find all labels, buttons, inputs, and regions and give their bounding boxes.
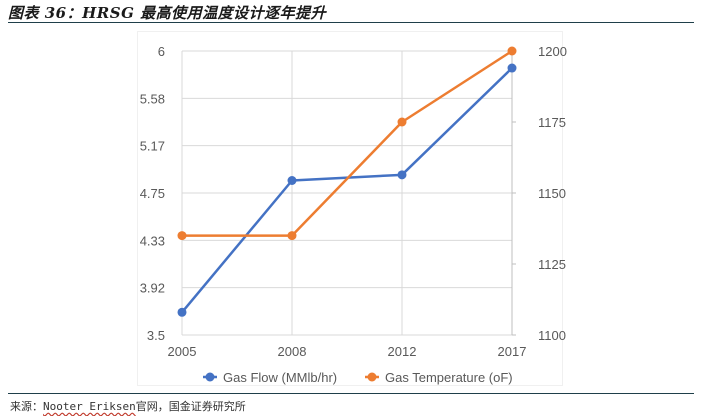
chart-title: 图表 36：HRSG 最高使用温度设计逐年提升 (8, 4, 327, 22)
right-tick-label: 1175 (538, 115, 566, 130)
x-tick-label: 2012 (388, 344, 417, 359)
source-prefix: 来源： (10, 400, 43, 413)
data-point (397, 170, 407, 180)
right-tick-label: 1125 (538, 257, 566, 272)
source-note: 来源：Nooter Eriksen官网，国金证券研究所 (10, 398, 246, 414)
data-point (177, 307, 187, 317)
x-axis-ticks: 2005 2008 2012 2017 (168, 344, 527, 359)
bottom-rule (8, 393, 694, 394)
left-tick-label: 5.17 (140, 139, 165, 154)
legend-label: Gas Temperature (oF) (385, 370, 513, 385)
legend-label: Gas Flow (MMlb/hr) (223, 370, 337, 385)
left-tick-label: 4.75 (140, 186, 165, 201)
legend-marker-icon (367, 372, 377, 382)
series-line (182, 49, 513, 237)
data-point (177, 231, 187, 241)
left-tick-label: 3.5 (147, 328, 165, 343)
gridlines (181, 50, 516, 336)
data-point (397, 117, 407, 127)
left-tick-label: 3.92 (140, 281, 165, 296)
legend-marker-icon (205, 372, 215, 382)
left-tick-label: 4.33 (140, 233, 165, 248)
left-tick-label: 6 (158, 44, 165, 59)
data-point (507, 46, 517, 56)
source-suffix: 官网，国金证券研究所 (135, 400, 246, 413)
series-line (181, 67, 513, 314)
left-tick-label: 5.58 (140, 91, 165, 106)
data-point (287, 231, 297, 241)
right-tick-label: 1150 (538, 186, 566, 201)
right-tick-label: 1100 (538, 328, 566, 343)
data-point (287, 176, 297, 186)
series-lines (177, 46, 517, 317)
left-axis-ticks: 6 5.58 5.17 4.75 4.33 3.92 3.5 (140, 44, 165, 343)
x-tick-label: 2017 (498, 344, 527, 359)
legend: Gas Flow (MMlb/hr) Gas Temperature (oF) (203, 370, 513, 385)
source-company: Nooter Eriksen (43, 400, 136, 413)
top-rule (8, 22, 694, 23)
data-point (507, 63, 517, 73)
x-tick-label: 2005 (168, 344, 197, 359)
right-axis-ticks: 1200 1175 1150 1125 1100 (538, 44, 567, 343)
chart-frame (137, 31, 563, 386)
right-tick-label: 1200 (538, 44, 567, 59)
x-tick-label: 2008 (278, 344, 307, 359)
